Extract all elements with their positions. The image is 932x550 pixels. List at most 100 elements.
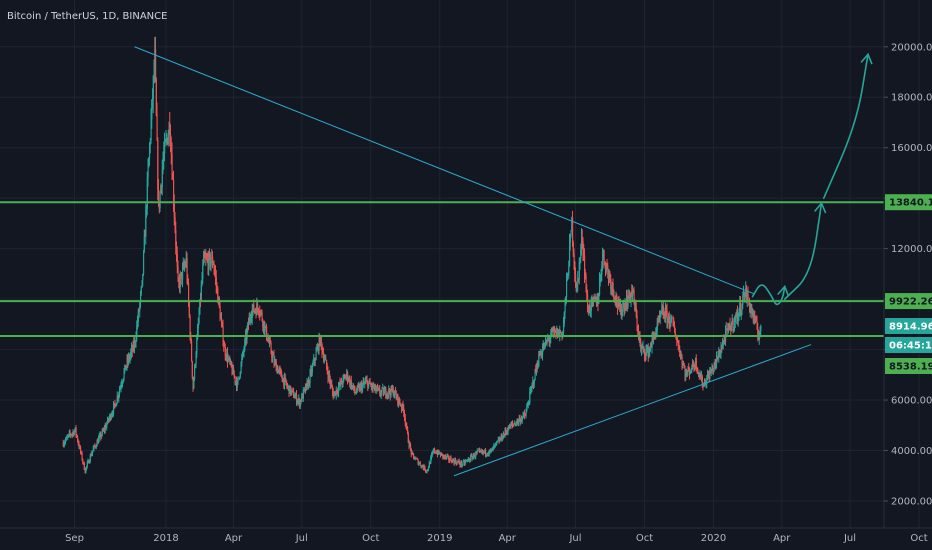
candle-body: [236, 381, 238, 388]
candle-body: [518, 420, 520, 423]
candle-body: [525, 411, 527, 416]
candle-body: [456, 461, 458, 465]
candle-body: [483, 451, 485, 453]
candle-body: [428, 462, 430, 468]
candle: [184, 258, 186, 272]
candle-body: [284, 377, 286, 386]
candle-body: [753, 314, 755, 320]
candle-body: [522, 413, 524, 418]
time-tick-label: 2018: [153, 533, 178, 544]
candle-body: [449, 460, 451, 461]
candle: [365, 376, 366, 385]
candle: [641, 345, 642, 356]
candle: [715, 358, 717, 370]
candle-body: [170, 147, 172, 155]
candle-body: [644, 355, 646, 357]
candle-body: [445, 455, 447, 458]
candle-body: [398, 397, 400, 403]
candle-body: [638, 330, 640, 338]
candle-body: [433, 448, 435, 452]
candle: [314, 357, 315, 367]
candle-body: [727, 328, 729, 331]
candle-body: [346, 371, 348, 376]
candle-body: [664, 315, 666, 320]
candle-body: [446, 456, 448, 458]
candle-body: [299, 400, 301, 407]
candle-body: [334, 391, 336, 394]
candle-body: [385, 388, 387, 397]
candle-body: [437, 452, 439, 455]
candle-body: [350, 380, 352, 388]
candle-body: [110, 415, 112, 419]
candle: [463, 458, 465, 462]
candle-body: [695, 358, 697, 370]
arrow-path[interactable]: [751, 284, 786, 306]
candle-body: [263, 321, 265, 327]
candle-body: [662, 306, 664, 315]
candle-body: [684, 368, 686, 377]
candle-body: [644, 349, 646, 356]
candle-body: [394, 390, 396, 395]
trend-line[interactable]: [134, 46, 755, 295]
candle-body: [311, 365, 313, 373]
arrow-path[interactable]: [783, 202, 823, 300]
candle-body: [635, 307, 637, 311]
candle-body: [318, 336, 320, 351]
candle-body: [487, 454, 489, 456]
candle: [722, 339, 724, 350]
candle-body: [68, 432, 70, 435]
candle-body: [166, 138, 168, 140]
candle-body: [448, 456, 450, 461]
candle-body: [225, 355, 227, 359]
candle-body: [720, 347, 722, 354]
candle-body: [329, 379, 331, 385]
candle-body: [444, 455, 446, 458]
candle-body: [168, 123, 170, 135]
candle-body: [697, 369, 699, 374]
candle-body: [275, 361, 277, 363]
candle-body: [254, 310, 256, 312]
candle: [461, 464, 463, 468]
candle-body: [211, 256, 213, 263]
candle-body: [392, 388, 394, 391]
time-axis[interactable]: Sep 2018 Apr Jul Oct 2019 Apr Jul Oct 2020 Apr Jul O…: [65, 533, 928, 544]
candle-body: [215, 277, 217, 286]
candle-body: [100, 434, 102, 438]
candle-body: [104, 426, 106, 430]
candle-body: [737, 313, 739, 321]
candle-body: [571, 217, 573, 232]
candle: [541, 349, 543, 358]
candle-body: [418, 463, 420, 465]
candle: [287, 382, 288, 390]
candle-body: [623, 304, 625, 311]
candle-body: [107, 418, 109, 421]
candle-body: [227, 358, 229, 362]
arrow-path[interactable]: [822, 53, 869, 199]
candle-body: [335, 391, 337, 396]
candle: [699, 369, 701, 379]
candle: [443, 454, 445, 460]
candle-body: [278, 370, 280, 373]
candle: [70, 433, 72, 439]
candle-body: [191, 361, 193, 377]
candle-body: [347, 371, 349, 381]
candle: [641, 343, 643, 350]
candle-body: [231, 366, 233, 374]
candle-body: [85, 468, 87, 473]
candle-body: [711, 367, 713, 370]
candle-body: [610, 278, 612, 289]
candle-body: [391, 386, 393, 391]
candle-body: [443, 455, 445, 458]
candle-body: [415, 458, 417, 460]
candle-body: [739, 303, 741, 313]
candle: [272, 351, 274, 356]
candle-body: [200, 285, 202, 301]
candle-body: [626, 296, 628, 309]
candle-body: [665, 309, 667, 320]
candle-body: [273, 355, 275, 364]
candle: [373, 382, 375, 389]
candle-body: [182, 264, 184, 268]
trend-line[interactable]: [453, 344, 812, 477]
candle: [291, 389, 293, 395]
